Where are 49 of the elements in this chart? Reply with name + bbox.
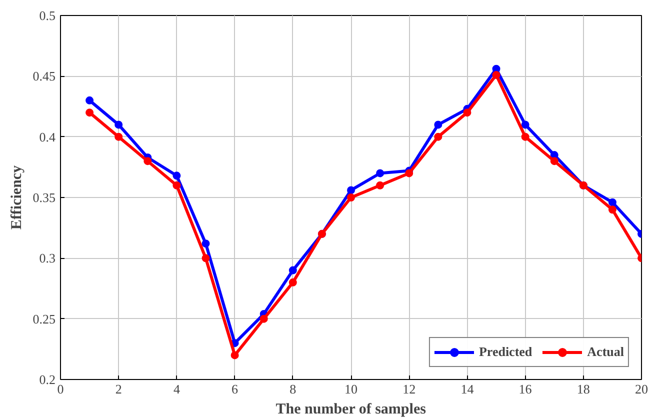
x-tick-label: 10 xyxy=(344,382,358,396)
y-tick-label: 0.45 xyxy=(32,68,56,84)
x-tick-label: 16 xyxy=(518,382,532,396)
x-tick-label: 6 xyxy=(232,382,239,396)
point xyxy=(114,120,123,129)
point xyxy=(463,108,472,117)
point xyxy=(521,132,530,141)
y-tick-label: 0.2 xyxy=(39,372,56,387)
point xyxy=(114,132,123,141)
y-tick-label: 0.3 xyxy=(39,250,56,266)
point xyxy=(434,120,442,129)
x-tick-label: 20 xyxy=(635,382,648,396)
point xyxy=(608,198,616,206)
x-tick-label: 12 xyxy=(402,382,416,396)
x-tick-label: 0 xyxy=(57,382,64,396)
point xyxy=(288,266,297,274)
y-tick-label: 0.4 xyxy=(39,129,56,144)
legend-label: Predicted xyxy=(478,344,532,360)
point xyxy=(550,157,558,166)
point xyxy=(172,172,181,180)
y-tick-label: 0.35 xyxy=(32,190,56,205)
x-tick-label: 8 xyxy=(290,382,296,396)
y-tick-label: 0.5 xyxy=(39,8,56,23)
point xyxy=(376,169,384,178)
x-tick-label: 14 xyxy=(460,382,474,396)
point xyxy=(202,254,210,262)
point xyxy=(347,194,355,202)
point xyxy=(144,157,152,166)
legend-label: Actual xyxy=(587,344,624,360)
point xyxy=(172,181,181,190)
point xyxy=(86,96,94,104)
x-tick-label: 2 xyxy=(115,382,122,396)
y-tick-label: 0.25 xyxy=(32,311,56,326)
point xyxy=(376,181,384,190)
x-axis-title: The number of samples xyxy=(276,402,426,418)
point xyxy=(86,108,94,117)
point xyxy=(521,120,530,129)
point xyxy=(434,132,442,141)
x-tick-label: 18 xyxy=(576,382,590,396)
point xyxy=(347,186,355,194)
point xyxy=(288,278,297,286)
point xyxy=(202,240,210,248)
point xyxy=(492,70,500,79)
point xyxy=(230,351,239,360)
point xyxy=(405,169,414,178)
y-axis-title: Efficiency xyxy=(8,164,25,230)
x-tick-label: 4 xyxy=(173,382,180,396)
point xyxy=(260,314,268,323)
point xyxy=(608,206,616,214)
